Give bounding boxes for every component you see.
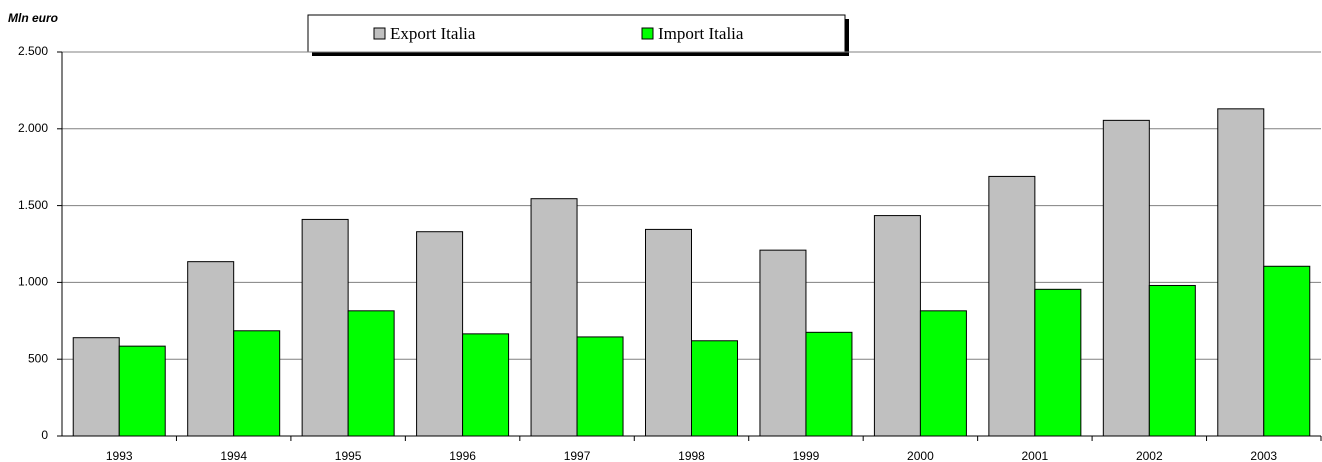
bar [805, 331, 853, 437]
legend [307, 14, 846, 53]
bar [347, 310, 395, 437]
y-tick-label: 0 [41, 428, 48, 442]
bar [1263, 265, 1311, 437]
bar [72, 337, 120, 437]
bar [233, 330, 281, 437]
bar [118, 345, 166, 437]
x-tick-label: 1999 [793, 449, 820, 462]
y-tick-label: 2.000 [18, 121, 48, 135]
x-tick-label: 2001 [1022, 449, 1049, 462]
bar [645, 228, 692, 437]
x-tick-label: 2000 [907, 449, 934, 462]
y-tick-label: 1.500 [18, 198, 48, 212]
x-tick-label: 2002 [1136, 449, 1163, 462]
bar [530, 198, 578, 437]
bar [462, 333, 510, 437]
y-tick-label: 1.000 [18, 275, 48, 289]
x-tick-label: 1995 [335, 449, 362, 462]
legend-swatch [641, 27, 654, 40]
bar [988, 175, 1036, 437]
bar [187, 261, 235, 437]
bar [691, 340, 738, 437]
y-tick-label: 500 [28, 351, 48, 365]
y-tick-label: 2.500 [18, 44, 48, 58]
x-tick-label: 1998 [678, 449, 705, 462]
x-tick-label: 1993 [106, 449, 133, 462]
x-tick-label: 1997 [564, 449, 591, 462]
bar [416, 231, 464, 437]
bar [759, 249, 807, 437]
legend-swatch [373, 27, 386, 40]
bar [1148, 284, 1196, 437]
bar [576, 336, 624, 437]
bar [919, 310, 967, 437]
bar [1102, 119, 1150, 437]
bar [301, 218, 349, 437]
y-axis-label: Mln euro [8, 11, 58, 25]
bar [1217, 108, 1265, 437]
x-tick-label: 1994 [220, 449, 247, 462]
x-tick-label: 1996 [449, 449, 476, 462]
bar [873, 215, 921, 437]
x-tick-label: 2003 [1250, 449, 1277, 462]
bar [1034, 288, 1082, 437]
legend-label: Import Italia [658, 24, 744, 43]
legend-label: Export Italia [390, 24, 476, 43]
